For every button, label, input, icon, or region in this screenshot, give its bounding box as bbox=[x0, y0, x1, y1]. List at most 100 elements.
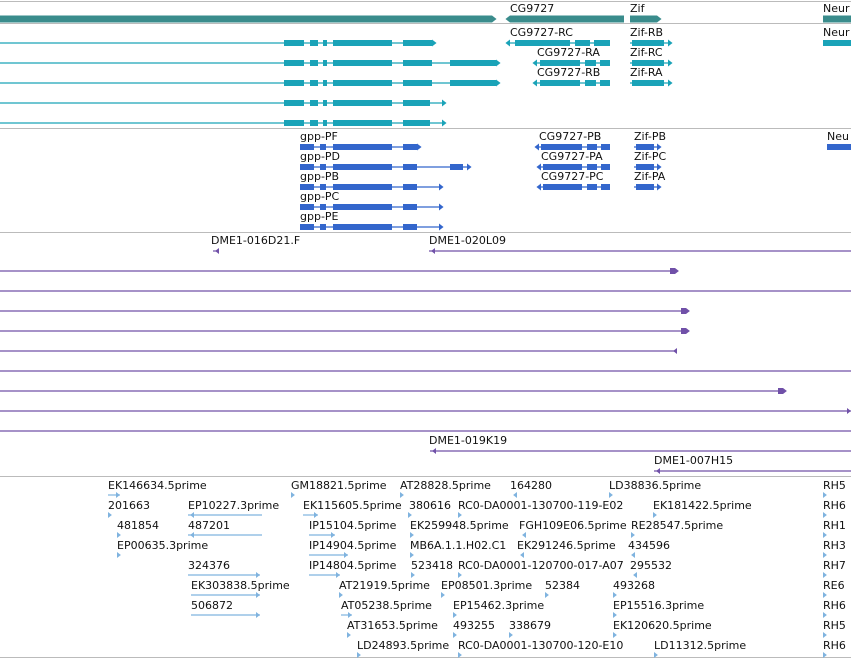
est-feature[interactable]: 295532 bbox=[630, 559, 672, 578]
protein-feature[interactable]: Neu bbox=[827, 130, 851, 150]
est-feature[interactable]: RH6 bbox=[823, 499, 846, 518]
clone-label[interactable]: DME1-020L09 bbox=[429, 234, 506, 247]
protein-label[interactable]: gpp-PC bbox=[300, 190, 340, 203]
est-label[interactable]: RE6 bbox=[823, 579, 845, 592]
transcript-feature[interactable]: CG9727-RB bbox=[532, 66, 610, 87]
est-label[interactable]: EK181422.5prime bbox=[653, 499, 752, 512]
clone-feature[interactable] bbox=[0, 268, 679, 274]
clone-feature[interactable]: DME1-019K19 bbox=[429, 434, 851, 454]
protein-label[interactable]: CG9727-PA bbox=[541, 150, 603, 163]
gene-feature[interactable]: Zif bbox=[630, 2, 662, 23]
protein-feature[interactable]: gpp-PD bbox=[300, 150, 472, 171]
transcript-label[interactable]: Zif-RC bbox=[630, 46, 663, 59]
clone-feature[interactable] bbox=[0, 308, 690, 314]
est-feature[interactable]: IP14904.5prime bbox=[309, 539, 397, 558]
est-feature[interactable]: RH7 bbox=[823, 559, 846, 578]
est-feature[interactable]: 434596 bbox=[628, 539, 670, 558]
est-feature[interactable]: RE28547.5prime bbox=[631, 519, 723, 538]
protein-label[interactable]: Neu bbox=[827, 130, 849, 143]
est-feature[interactable]: 324376 bbox=[188, 559, 260, 578]
est-label[interactable]: AT31653.5prime bbox=[347, 619, 438, 632]
est-label[interactable]: 493255 bbox=[453, 619, 495, 632]
gene-feature[interactable]: CG9727 bbox=[505, 2, 624, 23]
est-feature[interactable]: EK303838.5prime bbox=[191, 579, 290, 598]
clone-label[interactable]: DME1-016D21.F bbox=[211, 234, 300, 247]
est-label[interactable]: LD11312.5prime bbox=[654, 639, 746, 652]
protein-feature[interactable]: Zif-PC bbox=[634, 150, 666, 171]
protein-feature[interactable]: gpp-PF bbox=[300, 130, 422, 151]
est-feature[interactable]: RE6 bbox=[823, 579, 845, 598]
est-label[interactable]: EK259948.5prime bbox=[410, 519, 509, 532]
transcript-feature[interactable]: Zif-RA bbox=[630, 66, 673, 87]
est-feature[interactable]: EP15462.3prime bbox=[453, 599, 544, 618]
est-feature[interactable]: 487201 bbox=[188, 519, 262, 538]
transcript-label[interactable]: CG9727-RA bbox=[537, 46, 600, 59]
transcript-feature[interactable] bbox=[0, 79, 501, 87]
est-feature[interactable]: RH6 bbox=[823, 639, 846, 658]
est-feature[interactable]: EK259948.5prime bbox=[410, 519, 509, 538]
est-label[interactable]: 201663 bbox=[108, 499, 150, 512]
est-feature[interactable]: EK120620.5prime bbox=[613, 619, 712, 638]
est-label[interactable]: EK115605.5prime bbox=[303, 499, 402, 512]
est-label[interactable]: 380616 bbox=[409, 499, 451, 512]
est-feature[interactable]: RC0-DA0001-130700-120-E10 bbox=[458, 639, 623, 658]
est-feature[interactable]: EP08501.3prime bbox=[441, 579, 532, 598]
protein-feature[interactable]: Zif-PA bbox=[634, 170, 666, 191]
est-label[interactable]: RH6 bbox=[823, 599, 846, 612]
est-label[interactable]: 487201 bbox=[188, 519, 230, 532]
est-label[interactable]: 506872 bbox=[191, 599, 233, 612]
est-label[interactable]: GM18821.5prime bbox=[291, 479, 387, 492]
est-feature[interactable]: RC0-DA0001-120700-017-A07 bbox=[458, 559, 624, 578]
transcript-feature[interactable] bbox=[0, 39, 437, 47]
est-feature[interactable]: 493255 bbox=[453, 619, 495, 638]
est-label[interactable]: LD38836.5prime bbox=[609, 479, 701, 492]
est-feature[interactable]: RH5 bbox=[823, 479, 846, 498]
est-feature[interactable]: AT28828.5prime bbox=[400, 479, 491, 498]
est-label[interactable]: RH5 bbox=[823, 479, 846, 492]
est-label[interactable]: 493268 bbox=[613, 579, 655, 592]
transcript-label[interactable]: CG9727-RB bbox=[537, 66, 600, 79]
est-feature[interactable]: IP15104.5prime bbox=[309, 519, 397, 538]
protein-feature[interactable]: gpp-PE bbox=[300, 210, 444, 231]
transcript-feature[interactable] bbox=[0, 119, 447, 127]
est-label[interactable]: EK291246.5prime bbox=[517, 539, 616, 552]
clone-feature[interactable]: DME1-007H15 bbox=[654, 454, 851, 474]
est-label[interactable]: FGH109E06.5prime bbox=[519, 519, 627, 532]
est-feature[interactable]: 338679 bbox=[509, 619, 551, 638]
est-feature[interactable]: RH1 bbox=[823, 519, 846, 538]
gene-label[interactable]: Zif bbox=[630, 2, 646, 15]
est-label[interactable]: 324376 bbox=[188, 559, 230, 572]
gene-label[interactable]: Neur bbox=[823, 2, 850, 15]
protein-feature[interactable]: gpp-PC bbox=[300, 190, 444, 211]
est-label[interactable]: 295532 bbox=[630, 559, 672, 572]
clone-feature[interactable]: DME1-020L09 bbox=[429, 234, 851, 254]
est-feature[interactable]: 201663 bbox=[108, 499, 150, 518]
clone-feature[interactable] bbox=[0, 348, 677, 354]
est-label[interactable]: MB6A.1.1.H02.C1 bbox=[410, 539, 506, 552]
est-feature[interactable]: EP00635.3prime bbox=[117, 539, 208, 558]
est-label[interactable]: EP15516.3prime bbox=[613, 599, 704, 612]
protein-label[interactable]: gpp-PD bbox=[300, 150, 340, 163]
est-label[interactable]: RC0-DA0001-130700-119-E02 bbox=[458, 499, 623, 512]
protein-feature[interactable]: Zif-PB bbox=[634, 130, 666, 151]
est-feature[interactable]: EK291246.5prime bbox=[517, 539, 616, 558]
protein-label[interactable]: gpp-PB bbox=[300, 170, 339, 183]
est-feature[interactable]: AT05238.5prime bbox=[341, 599, 432, 618]
est-label[interactable]: IP14804.5prime bbox=[309, 559, 397, 572]
est-label[interactable]: EP00635.3prime bbox=[117, 539, 208, 552]
protein-feature[interactable]: CG9727-PC bbox=[536, 170, 610, 191]
protein-feature[interactable]: CG9727-PB bbox=[534, 130, 610, 151]
est-feature[interactable]: EK181422.5prime bbox=[653, 499, 752, 518]
protein-label[interactable]: gpp-PE bbox=[300, 210, 339, 223]
est-feature[interactable]: LD24893.5prime bbox=[357, 639, 449, 658]
est-label[interactable]: EK146634.5prime bbox=[108, 479, 207, 492]
est-feature[interactable]: AT21919.5prime bbox=[339, 579, 430, 598]
clone-label[interactable]: DME1-019K19 bbox=[429, 434, 507, 447]
est-label[interactable]: RH5 bbox=[823, 619, 846, 632]
est-feature[interactable]: 506872 bbox=[191, 599, 260, 618]
est-label[interactable]: EP15462.3prime bbox=[453, 599, 544, 612]
est-feature[interactable]: EK146634.5prime bbox=[108, 479, 207, 498]
est-label[interactable]: EK120620.5prime bbox=[613, 619, 712, 632]
transcript-feature[interactable] bbox=[0, 59, 501, 67]
protein-label[interactable]: CG9727-PC bbox=[541, 170, 604, 183]
